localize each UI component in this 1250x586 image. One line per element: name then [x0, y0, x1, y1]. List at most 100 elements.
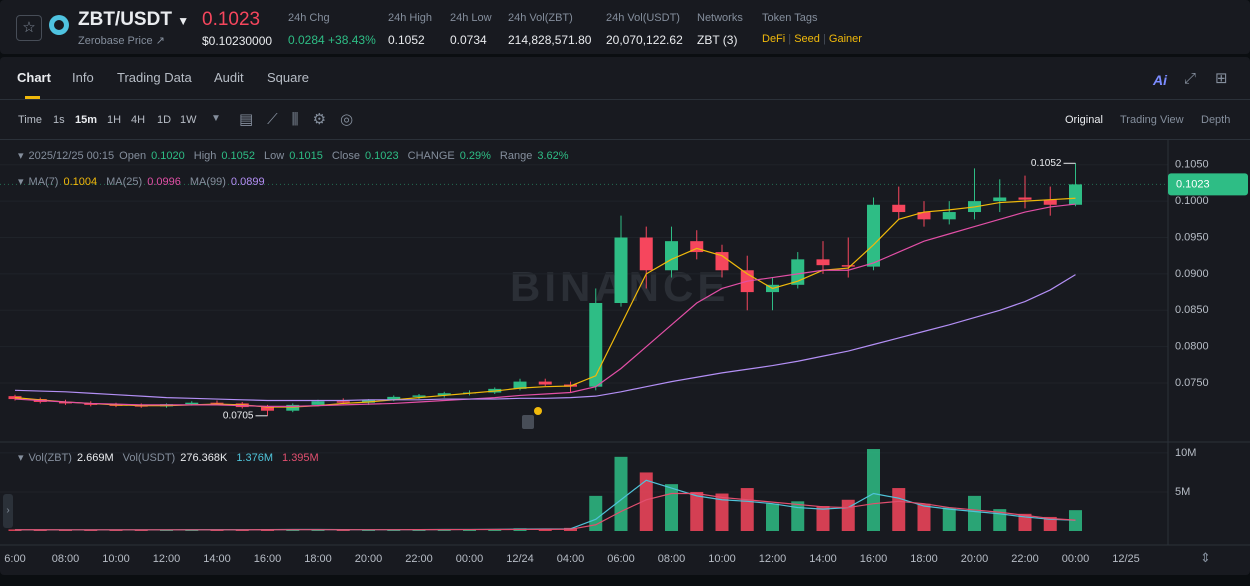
volume-bar — [639, 472, 653, 531]
legend-value: 3.62% — [537, 149, 569, 162]
candle-body — [210, 402, 224, 404]
x-tick-label: 06:00 — [607, 553, 635, 565]
interval[interactable]: 4H — [131, 114, 146, 126]
candle-body — [1018, 197, 1032, 200]
volume-bar — [867, 449, 880, 531]
token-tags: DeFi | Seed | Gainer — [762, 33, 862, 45]
vol-ma-line — [15, 479, 1076, 531]
legend-label: Open — [119, 149, 147, 162]
candle-body — [892, 204, 906, 213]
volume-bar — [917, 503, 931, 531]
candle-body — [412, 395, 426, 397]
volume-bar — [362, 529, 375, 531]
legend-label: Close — [331, 149, 360, 162]
volume-bar — [690, 491, 704, 531]
ma-legend: ▾ MA(7) 0.1004 MA(25) 0.0996 MA(99) 0.0899 — [18, 175, 265, 189]
interval[interactable]: 15m — [75, 114, 98, 126]
tab[interactable]: Trading Data — [117, 70, 192, 85]
layout-icon[interactable]: ⊞ — [1215, 70, 1228, 87]
x-tick-label: 10:00 — [708, 553, 736, 565]
stat-label: 24h Vol(ZBT) — [508, 12, 573, 24]
candle-body — [665, 241, 678, 271]
tab[interactable]: Audit — [214, 70, 244, 85]
candle-body — [639, 237, 653, 271]
interval[interactable]: 1H — [107, 114, 122, 126]
stat-label: 24h Chg — [288, 12, 330, 24]
view-option[interactable]: Original — [1065, 114, 1103, 126]
legend-label: MA(99) — [189, 175, 226, 188]
candle-body — [614, 237, 628, 304]
last-price-tag — [1168, 173, 1248, 196]
interval[interactable]: 1W — [180, 114, 197, 126]
side-handle[interactable]: › — [3, 494, 13, 528]
max-label: 0.1052 — [1031, 158, 1062, 169]
candle-body — [589, 303, 603, 387]
legend-value: 0.1052 — [221, 149, 256, 162]
volume-bar — [715, 493, 729, 531]
x-tick-label: 16:00 — [254, 553, 282, 565]
volume-bar — [791, 501, 805, 531]
legend-label: Vol(ZBT) — [28, 451, 72, 464]
candle-body — [84, 403, 98, 405]
volume-bar — [336, 529, 350, 531]
legend-value: 0.0996 — [147, 175, 181, 188]
tool-icons[interactable]: ▤⟋⫼⚙◎ — [239, 111, 368, 128]
legend-value: 0.1004 — [63, 175, 98, 188]
tab[interactable]: Square — [267, 70, 309, 85]
x-tick-label: 20:00 — [961, 553, 989, 565]
fullscreen-icon[interactable]: ⤢ — [1184, 70, 1197, 87]
candle-body — [261, 407, 274, 411]
header-bar — [0, 0, 1250, 54]
stat-value: ZBT (3) — [697, 33, 738, 47]
candle-body — [791, 259, 805, 285]
x-tick-label: 00:00 — [1062, 553, 1090, 565]
volume-bar — [766, 503, 779, 531]
tag[interactable]: Gainer — [828, 33, 862, 45]
volume-bar — [740, 488, 754, 531]
vol-tick-label: 10M — [1175, 447, 1196, 459]
interval[interactable]: 1s — [53, 114, 65, 126]
ohlc-legend: ▾ 2025/12/25 00:15 Open 0.1020 High 0.1052 Low… — [18, 149, 569, 163]
ma-line — [14, 203, 1076, 407]
candle-body — [715, 252, 729, 271]
stat-value: 20,070,122.62 — [606, 33, 683, 47]
interval[interactable]: Time — [18, 114, 43, 126]
more-intervals[interactable]: ▼ — [211, 113, 221, 124]
tab[interactable]: Chart — [17, 70, 51, 85]
scale-icon[interactable]: ⇕ — [1200, 550, 1211, 565]
legend-value: 0.29% — [459, 149, 491, 162]
volume-bar — [488, 529, 502, 531]
volume-bar — [1018, 513, 1032, 531]
event-icon — [522, 415, 534, 429]
x-tick-label: 10:00 — [102, 553, 130, 565]
stat-value: 214,828,571.80 — [508, 33, 592, 47]
y-tick-label: 0.1000 — [1175, 195, 1209, 207]
x-tick-label: 14:00 — [203, 553, 231, 565]
interval[interactable]: 1D — [157, 114, 172, 126]
x-tick-label: 00:00 — [456, 553, 484, 565]
y-tick-label: 0.0750 — [1175, 377, 1209, 389]
legend-value: 2.669M — [76, 451, 114, 464]
x-tick-label: 12/25 — [1112, 553, 1140, 565]
favorite-button[interactable]: ☆ — [16, 15, 42, 41]
ai-button[interactable]: Ai — [1153, 72, 1167, 88]
tag[interactable]: Seed — [794, 33, 820, 45]
view-option[interactable]: Trading View — [1120, 114, 1184, 126]
legend-value: 0.1023 — [365, 149, 399, 162]
stat-label: 24h High — [388, 12, 433, 24]
x-tick-label: 22:00 — [1011, 553, 1039, 565]
subtitle[interactable]: Zerobase Price ↗ — [78, 35, 165, 47]
candle-body — [690, 241, 704, 253]
volume-bar — [1069, 510, 1082, 531]
symbol[interactable]: ZBT/USDT ▼ — [78, 9, 190, 30]
tab[interactable]: Info — [72, 70, 94, 85]
tag[interactable]: DeFi — [762, 33, 786, 45]
legend-label: Vol(USDT) — [122, 451, 176, 464]
view-option[interactable]: Depth — [1201, 114, 1231, 126]
legend-value: 1.395M — [282, 451, 319, 464]
stat-label: 24h Low — [450, 12, 492, 24]
vol-tick-label: 5M — [1175, 486, 1190, 498]
stat-label: Networks — [697, 12, 743, 24]
volume-bar — [1043, 516, 1057, 531]
